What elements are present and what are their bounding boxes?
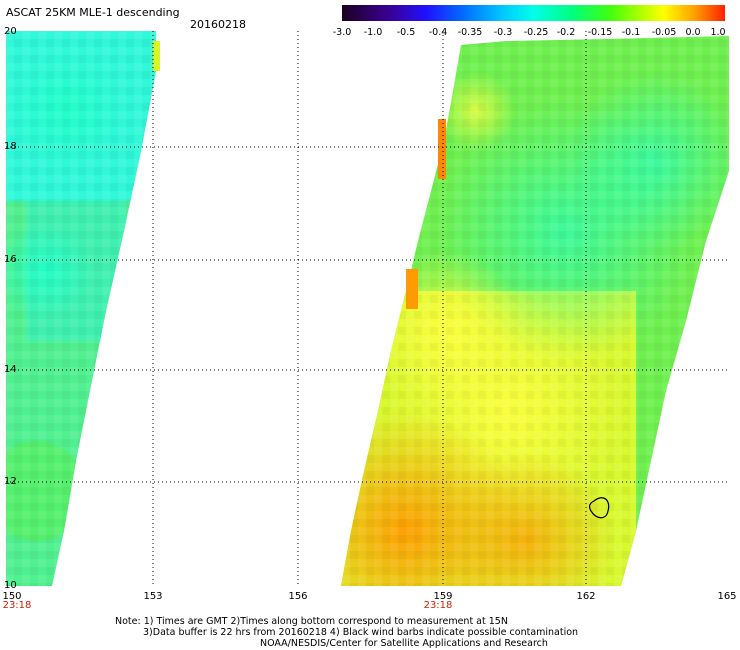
- colorbar-label: -0.35: [457, 27, 483, 38]
- time-label: 23:18: [2, 600, 32, 611]
- lon-label: 153: [143, 591, 163, 602]
- swath-edge-artifact: [153, 41, 160, 71]
- colorbar: [342, 5, 725, 21]
- chart-date: 20160218: [190, 18, 246, 31]
- colorbar-label: 0.0: [685, 27, 701, 38]
- lat-label: 16: [4, 254, 17, 265]
- lon-label: 159: [433, 591, 453, 602]
- note-line-3: NOAA/NESDIS/Center for Satellite Applica…: [260, 638, 548, 649]
- colorbar-label: -0.1: [621, 27, 641, 38]
- note-line-2: 3)Data buffer is 22 hrs from 20160218 4)…: [143, 627, 579, 638]
- lat-label: 10: [4, 580, 17, 591]
- lat-label: 18: [4, 141, 17, 152]
- lon-label: 150: [2, 591, 22, 602]
- chart-title: ASCAT 25KM MLE-1 descending: [6, 6, 180, 19]
- swath-edge-artifact: [438, 119, 446, 179]
- lat-label: 14: [4, 364, 17, 375]
- colorbar-label: -0.5: [396, 27, 416, 38]
- grid-lines: [6, 31, 729, 586]
- colorbar-label: -0.15: [587, 27, 613, 38]
- map-plot: [6, 31, 729, 586]
- colorbar-label: 1.0: [710, 27, 726, 38]
- lon-label: 156: [288, 591, 308, 602]
- colorbar-label: -0.05: [651, 27, 677, 38]
- colorbar-label: -3.0: [332, 27, 352, 38]
- right-swath: [341, 36, 729, 586]
- lon-label: 165: [717, 591, 737, 602]
- lon-label: 162: [576, 591, 596, 602]
- swath-edge-artifact: [406, 269, 418, 309]
- colorbar-label: -0.4: [428, 27, 448, 38]
- lat-label: 12: [4, 476, 17, 487]
- colorbar-label: -1.0: [363, 27, 383, 38]
- colorbar-label: -0.2: [556, 27, 576, 38]
- colorbar-label: -0.3: [493, 27, 513, 38]
- lat-label: 20: [4, 26, 17, 37]
- left-swath: [6, 31, 156, 586]
- note-line-1: Note: 1) Times are GMT 2)Times along bot…: [115, 616, 508, 627]
- colorbar-label: -0.25: [523, 27, 549, 38]
- time-label: 23:18: [423, 600, 453, 611]
- contamination-contour: [588, 497, 610, 519]
